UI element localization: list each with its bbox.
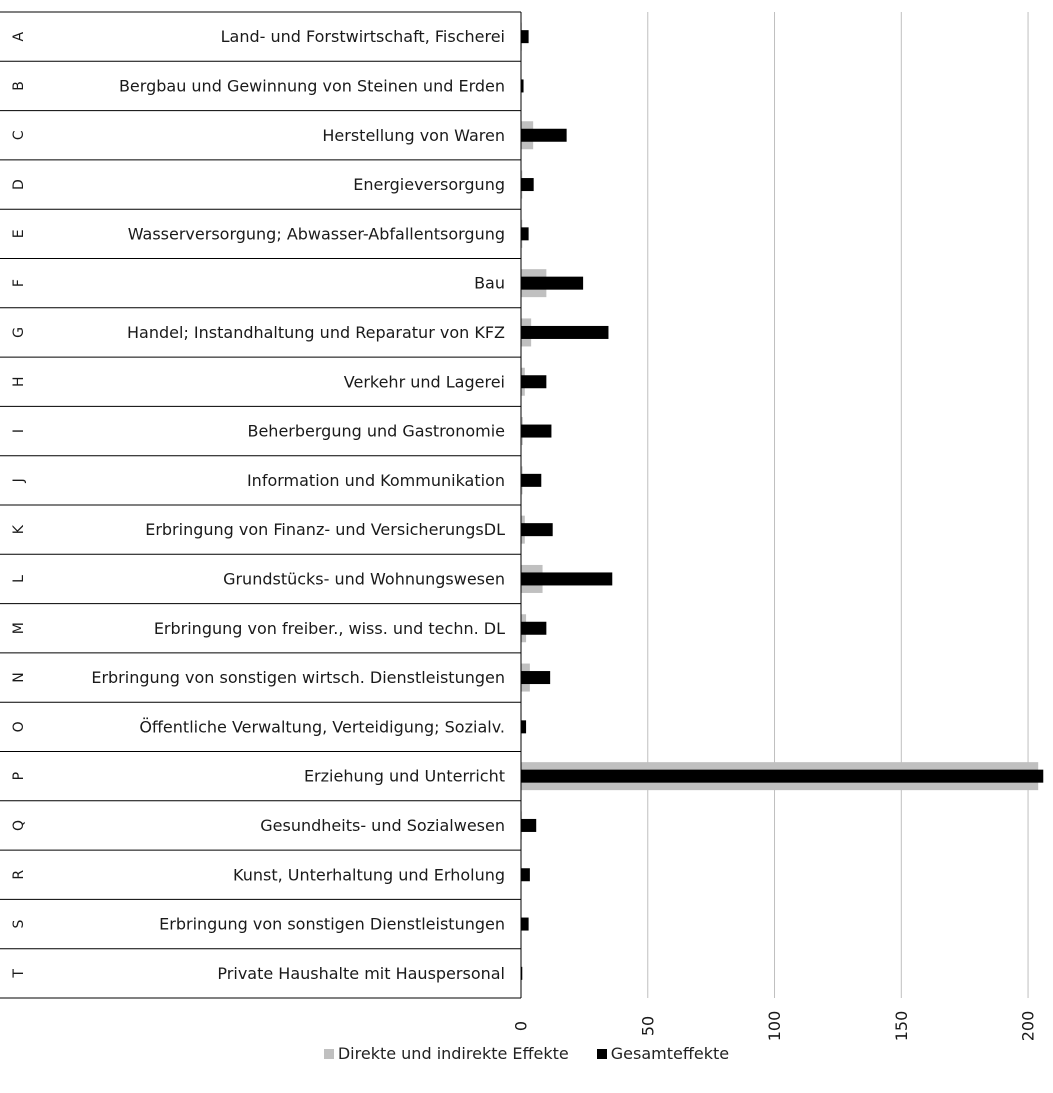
category-label: Beherbergung und Gastronomie [247,422,505,441]
category-label: Erziehung und Unterricht [304,767,505,786]
category-code: C [11,130,27,140]
legend-label-total: Gesamteffekte [610,1044,730,1063]
category-code: G [11,327,27,338]
category-code: R [11,870,27,880]
bar-total [521,868,530,882]
category-label: Öffentliche Verwaltung, Verteidigung; So… [139,717,505,736]
category-code: B [11,81,27,91]
x-tick-label: 150 [892,1011,911,1040]
bar-total [521,769,1044,783]
legend-swatch-direct [323,1048,334,1059]
category-label: Erbringung von freiber., wiss. und techn… [154,619,505,638]
x-tick-label: 50 [638,1016,657,1036]
category-label: Grundstücks- und Wohnungswesen [223,569,505,588]
x-tick-label: 0 [512,1021,531,1031]
legend-item-total: Gesamteffekte [596,1044,730,1063]
category-label: Bergbau und Gewinnung von Steinen und Er… [119,76,505,95]
bar-total [521,473,542,487]
category-label: Wasserversorgung; Abwasser-Abfallentsorg… [128,224,505,243]
category-code: I [11,429,27,433]
category-label: Information und Kommunikation [247,471,505,490]
bar-total [521,523,553,537]
category-label: Land- und Forstwirtschaft, Fischerei [221,27,505,46]
category-code: L [11,575,27,583]
category-label: Erbringung von sonstigen wirtsch. Dienst… [91,668,505,687]
category-code: P [11,772,27,780]
category-code: H [11,376,27,387]
category-code: T [11,969,27,979]
legend-item-direct: Direkte und indirekte Effekte [323,1044,569,1063]
bar-total [521,30,529,44]
bar-chart: A Land- und Forstwirtschaft, Fischerei B Be… [0,11,1044,1040]
category-code: K [11,524,27,534]
bar-total [521,720,527,734]
category-label: Energieversorgung [353,175,505,194]
category-code: Q [11,820,27,831]
category-code: O [11,721,27,732]
bar-total [521,671,551,685]
bar-total [521,375,547,389]
legend: Direkte und indirekte Effekte Gesamteffe… [0,1044,1053,1063]
x-tick-label: 100 [765,1011,784,1040]
category-label: Private Haushalte mit Hauspersonal [217,964,505,983]
category-code: J [11,478,27,483]
category-label: Erbringung von Finanz- und Versicherungs… [145,520,505,539]
bar-total [521,79,524,93]
category-code: E [11,229,27,238]
category-code: D [11,179,27,190]
category-label: Gesundheits- und Sozialwesen [260,816,505,835]
category-label: Kunst, Unterhaltung und Erholung [233,865,505,884]
category-code: S [11,919,27,928]
x-tick-label: 200 [1019,1011,1038,1040]
category-label: Handel; Instandhaltung und Reparatur von… [127,323,505,342]
bar-total [521,917,529,931]
category-label: Bau [474,274,505,293]
bar-total [521,178,534,192]
category-code: N [11,672,27,682]
category-label: Verkehr und Lagerei [344,372,505,391]
bar-total [521,325,609,339]
bar-total [521,227,529,241]
category-label: Herstellung von Waren [322,126,505,145]
bar-total [521,818,537,832]
bar-total [521,424,552,438]
category-code: A [11,31,27,41]
category-code: M [11,622,27,634]
legend-label-direct: Direkte und indirekte Effekte [337,1044,569,1063]
bar-total [521,128,567,142]
category-label: Erbringung von sonstigen Dienstleistunge… [159,915,505,934]
category-code: F [11,279,27,287]
bar-total [521,572,613,586]
legend-swatch-total [596,1048,607,1059]
bar-total [521,276,584,290]
bar-total [521,621,547,635]
bar-total [521,966,523,980]
